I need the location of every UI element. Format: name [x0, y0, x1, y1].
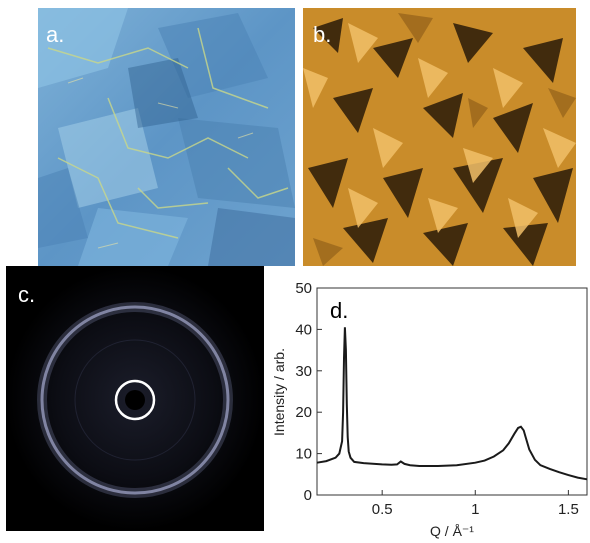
micrograph-b-texture — [303, 8, 576, 266]
y-tick-label: 40 — [295, 321, 312, 338]
plot-frame — [316, 287, 588, 496]
y-tick-label: 10 — [295, 446, 312, 463]
inner-ring — [114, 379, 156, 421]
x-tick-label: 0.5 — [372, 501, 393, 518]
outer-ring — [40, 305, 230, 495]
micrograph-b: b. — [303, 8, 576, 266]
y-tick-label: 20 — [295, 404, 312, 421]
panel-label-c: c. — [18, 282, 36, 307]
intensity-series-line — [316, 327, 588, 481]
x-tick-label: 1.5 — [558, 501, 579, 518]
panel-label-d: d. — [330, 298, 348, 323]
y-axis-label: Intensity / arb. — [271, 348, 287, 436]
beam-stop — [125, 390, 145, 410]
panel-label-a: a. — [46, 22, 65, 47]
scattering-rings — [6, 266, 264, 531]
x-tick-label: 1 — [471, 501, 479, 518]
micrograph-a-texture — [38, 8, 295, 266]
micrograph-a: a. — [38, 8, 295, 266]
panel-label-b: b. — [313, 22, 332, 47]
scattering-pattern-c: c. — [6, 266, 264, 531]
y-tick-label: 50 — [295, 280, 312, 297]
y-tick-label: 30 — [295, 363, 312, 380]
y-tick-label: 0 — [304, 487, 312, 504]
x-axis-label: Q / Å⁻¹ — [430, 523, 474, 539]
